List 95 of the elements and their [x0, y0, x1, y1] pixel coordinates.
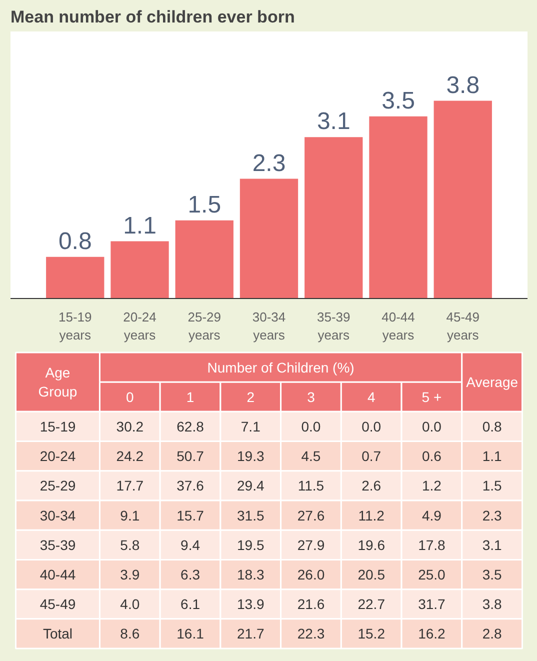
data-label: 4.9: [422, 507, 442, 524]
data-label: 7.1: [240, 418, 261, 434]
data-label: 3.5: [382, 87, 415, 114]
data-label: 1.2: [422, 478, 442, 494]
x-axis-title: Number of Children (%): [207, 359, 354, 376]
data-label: 15.7: [176, 507, 204, 524]
data-label: 62.8: [176, 418, 204, 434]
data-label: 4.0: [120, 596, 140, 612]
data-label: 2.8: [482, 626, 502, 642]
data-label: 9.1: [120, 507, 140, 524]
data-label: 15.2: [358, 626, 386, 642]
data-label: 19.6: [358, 536, 386, 553]
data-label: 2.3: [482, 507, 502, 524]
data-label: 19.5: [237, 536, 264, 553]
data-label: 3.1: [316, 108, 350, 136]
y-tick-label: 35-39: [40, 536, 76, 553]
data-label: 3.8: [446, 72, 480, 99]
x-tick-label: 20-24 years: [123, 310, 156, 342]
data-label: 3.5: [482, 566, 502, 583]
data-label: 3.1: [482, 536, 502, 553]
data-label: 29.4: [237, 478, 264, 494]
data-label: 16.1: [176, 626, 204, 642]
data-label: 19.3: [237, 448, 264, 464]
data-label: 6.3: [180, 566, 200, 583]
x-tick-label: 40-44 years: [382, 310, 415, 342]
x-tick-label: Average: [466, 374, 518, 390]
y-tick-label: 15-19: [40, 418, 76, 434]
data-label: 11.2: [358, 507, 385, 524]
data-label: 22.7: [358, 596, 386, 612]
x-tick-label: 25-29 years: [188, 310, 221, 342]
data-label: 31.5: [237, 507, 264, 524]
data-label: 11.5: [298, 478, 324, 494]
data-label: 27.9: [297, 536, 325, 553]
y-tick-label: Total: [42, 626, 73, 642]
data-label: 0.8: [482, 418, 502, 434]
data-label: 0.6: [422, 448, 442, 464]
data-label: 9.4: [180, 536, 200, 553]
y-tick-label: 40-44: [40, 566, 76, 583]
data-label: 30.2: [116, 418, 144, 434]
data-label: 1.5: [482, 478, 502, 494]
chart-title: Mean number of children ever born: [10, 8, 295, 26]
data-label: 1.5: [188, 192, 222, 219]
data-label: 5.8: [120, 536, 140, 553]
data-label: 21.6: [297, 596, 325, 612]
data-label: 17.8: [418, 536, 446, 553]
y-axis-title: Age Group: [38, 364, 78, 400]
data-label: 3.8: [482, 596, 502, 612]
data-label: 2.6: [362, 478, 382, 494]
x-tick-label: 30-34 years: [252, 310, 286, 342]
x-tick-label: 35-39 years: [317, 310, 350, 342]
data-label: 8.6: [120, 626, 140, 642]
data-label: 0.8: [58, 228, 92, 255]
data-label: 20.5: [358, 566, 386, 583]
data-label: 6.1: [180, 596, 200, 612]
data-label: 27.6: [297, 507, 325, 524]
data-label: 0.7: [362, 448, 382, 464]
data-label: 24.2: [116, 448, 144, 464]
x-tick-label: 4: [367, 388, 376, 405]
x-tick-label: 2: [246, 388, 255, 405]
bar: [369, 116, 428, 298]
data-label: 0.0: [301, 418, 321, 434]
data-label: 16.2: [418, 626, 446, 642]
data-label: 17.7: [116, 478, 144, 494]
bar: [46, 256, 104, 298]
bar: [304, 137, 363, 298]
data-label: 50.7: [176, 448, 204, 464]
data-label: 4.5: [301, 448, 321, 464]
bar: [240, 178, 298, 298]
y-tick-label: 25-29: [40, 478, 76, 494]
y-tick-label: 30-34: [40, 507, 76, 524]
data-label: 0.0: [422, 418, 442, 434]
data-label: 26.0: [297, 566, 325, 583]
x-tick-label: 45-49 years: [446, 310, 480, 342]
bar: [434, 100, 492, 298]
data-label: 18.3: [237, 566, 264, 583]
x-tick-label: 0: [126, 388, 134, 405]
x-tick-label: 5 +: [422, 388, 442, 405]
x-tick-label: 3: [307, 388, 316, 405]
data-label: 31.7: [418, 596, 446, 612]
x-tick-label: 1: [186, 388, 194, 405]
data-label: 1.1: [482, 448, 502, 464]
data-label: 0.0: [362, 418, 382, 434]
data-label: 37.6: [176, 478, 204, 494]
data-label: 2.3: [252, 150, 286, 177]
data-label: 13.9: [237, 596, 264, 612]
data-label: 21.7: [237, 626, 264, 642]
data-label: 25.0: [418, 566, 446, 583]
bar: [175, 220, 234, 298]
y-tick-label: 45-49: [40, 596, 76, 612]
data-label: 3.9: [120, 566, 140, 583]
x-tick-label: 15-19 years: [58, 310, 92, 342]
bar: [110, 241, 169, 298]
data-label: 1.1: [123, 212, 156, 240]
y-tick-label: 20-24: [40, 448, 76, 464]
data-label: 22.3: [297, 626, 325, 642]
